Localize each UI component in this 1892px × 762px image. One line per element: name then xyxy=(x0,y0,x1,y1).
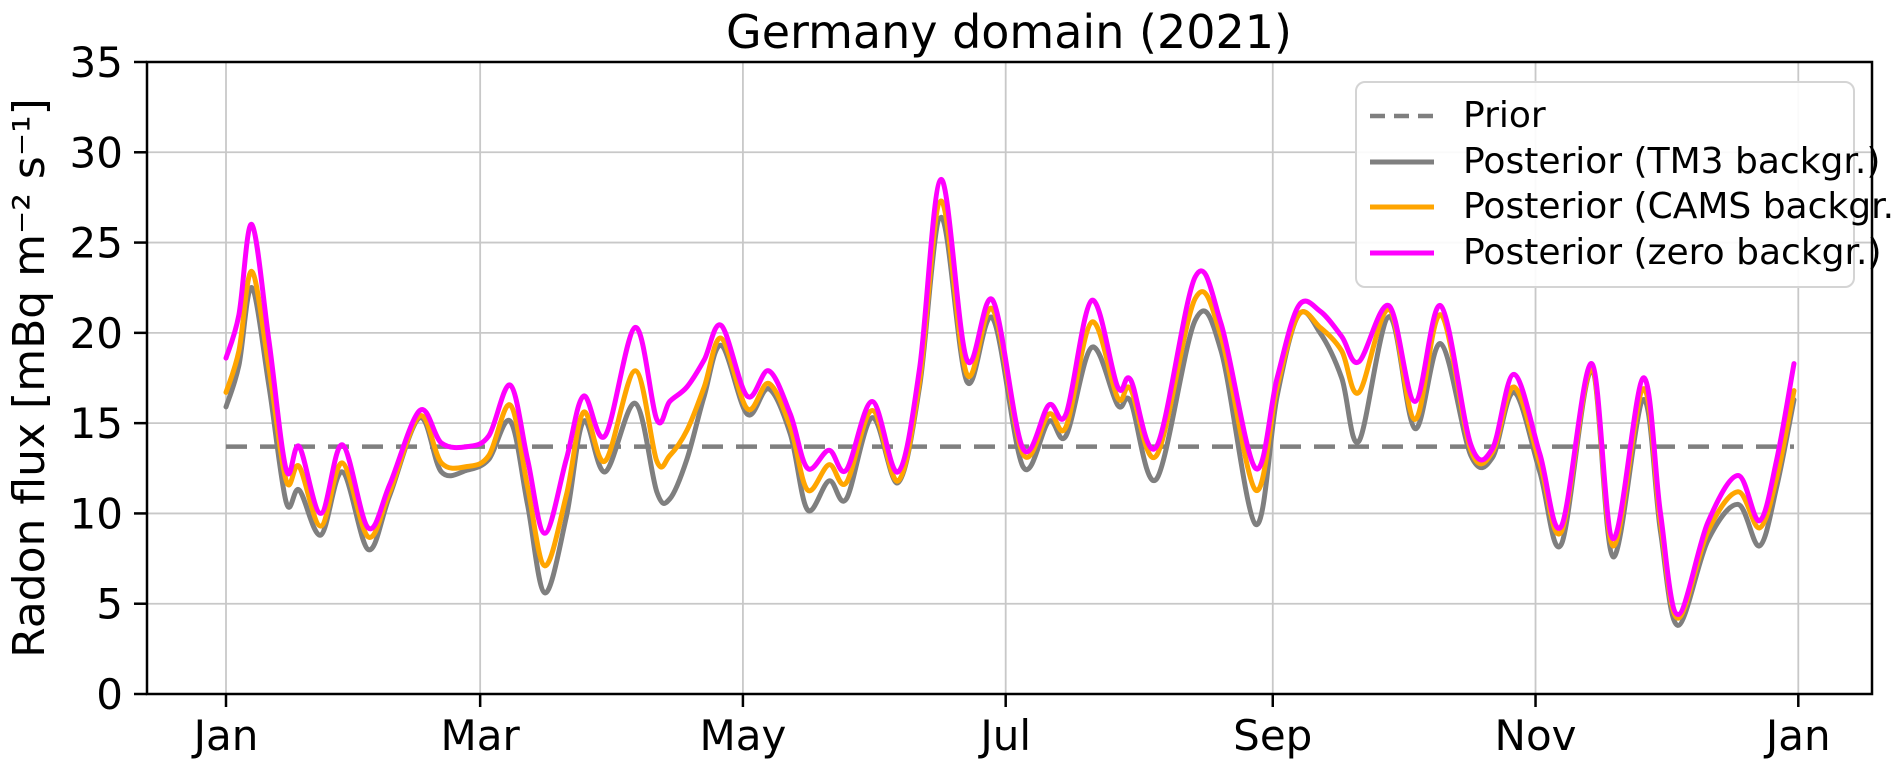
chart-title: Germany domain (2021) xyxy=(726,5,1292,59)
y-tick-label: 30 xyxy=(70,128,123,177)
legend-swatch-posterior-tm3 xyxy=(1370,159,1434,165)
y-tick-label: 15 xyxy=(70,399,123,448)
x-tick-label: Jan xyxy=(191,711,259,760)
legend: Prior Posterior (TM3 backgr.) Posterior (C… xyxy=(1355,81,1892,288)
posterior-zero-line xyxy=(223,176,1797,618)
x-tick-label: Jan xyxy=(1763,711,1831,760)
y-axis-label: Radon flux [mBq m⁻² s⁻¹] xyxy=(4,98,55,658)
legend-swatch-prior xyxy=(1370,113,1434,119)
y-tick-label: 20 xyxy=(70,309,123,358)
x-tick-label: Sep xyxy=(1233,711,1312,760)
axes: 0 5 10 15 20 25 30 35 Jan Mar May Jul Sep Nov Jan xyxy=(70,38,1874,760)
y-tick-label: 10 xyxy=(70,489,123,538)
x-tick-label: May xyxy=(699,711,786,760)
series-lines xyxy=(223,176,1797,628)
legend-label: Posterior (zero backgr.) xyxy=(1463,232,1882,274)
legend-entry-posterior-zero: Posterior (zero backgr.) xyxy=(1369,231,1882,275)
legend-entry-posterior-cams: Posterior (CAMS backgr.) xyxy=(1369,185,1892,229)
y-tick-label: 5 xyxy=(96,580,123,629)
legend-label: Posterior (TM3 backgr.) xyxy=(1463,140,1881,182)
legend-label: Posterior (CAMS backgr.) xyxy=(1463,186,1892,228)
legend-swatch-posterior-zero xyxy=(1370,250,1434,256)
legend-entry-prior: Prior xyxy=(1369,94,1853,138)
legend-swatch-posterior-cams xyxy=(1370,204,1434,210)
x-tick-label: Mar xyxy=(441,711,521,760)
legend-label: Prior xyxy=(1463,94,1546,136)
gridlines xyxy=(147,61,1872,695)
legend-entry-posterior-tm3: Posterior (TM3 backgr.) xyxy=(1369,140,1880,184)
x-tick-label: Jul xyxy=(977,711,1031,760)
x-tick-label: Nov xyxy=(1495,711,1577,760)
y-tick-label: 35 xyxy=(70,38,123,87)
y-tick-label: 25 xyxy=(70,219,123,268)
y-tick-label: 0 xyxy=(96,670,123,719)
plot-border xyxy=(145,60,1874,696)
